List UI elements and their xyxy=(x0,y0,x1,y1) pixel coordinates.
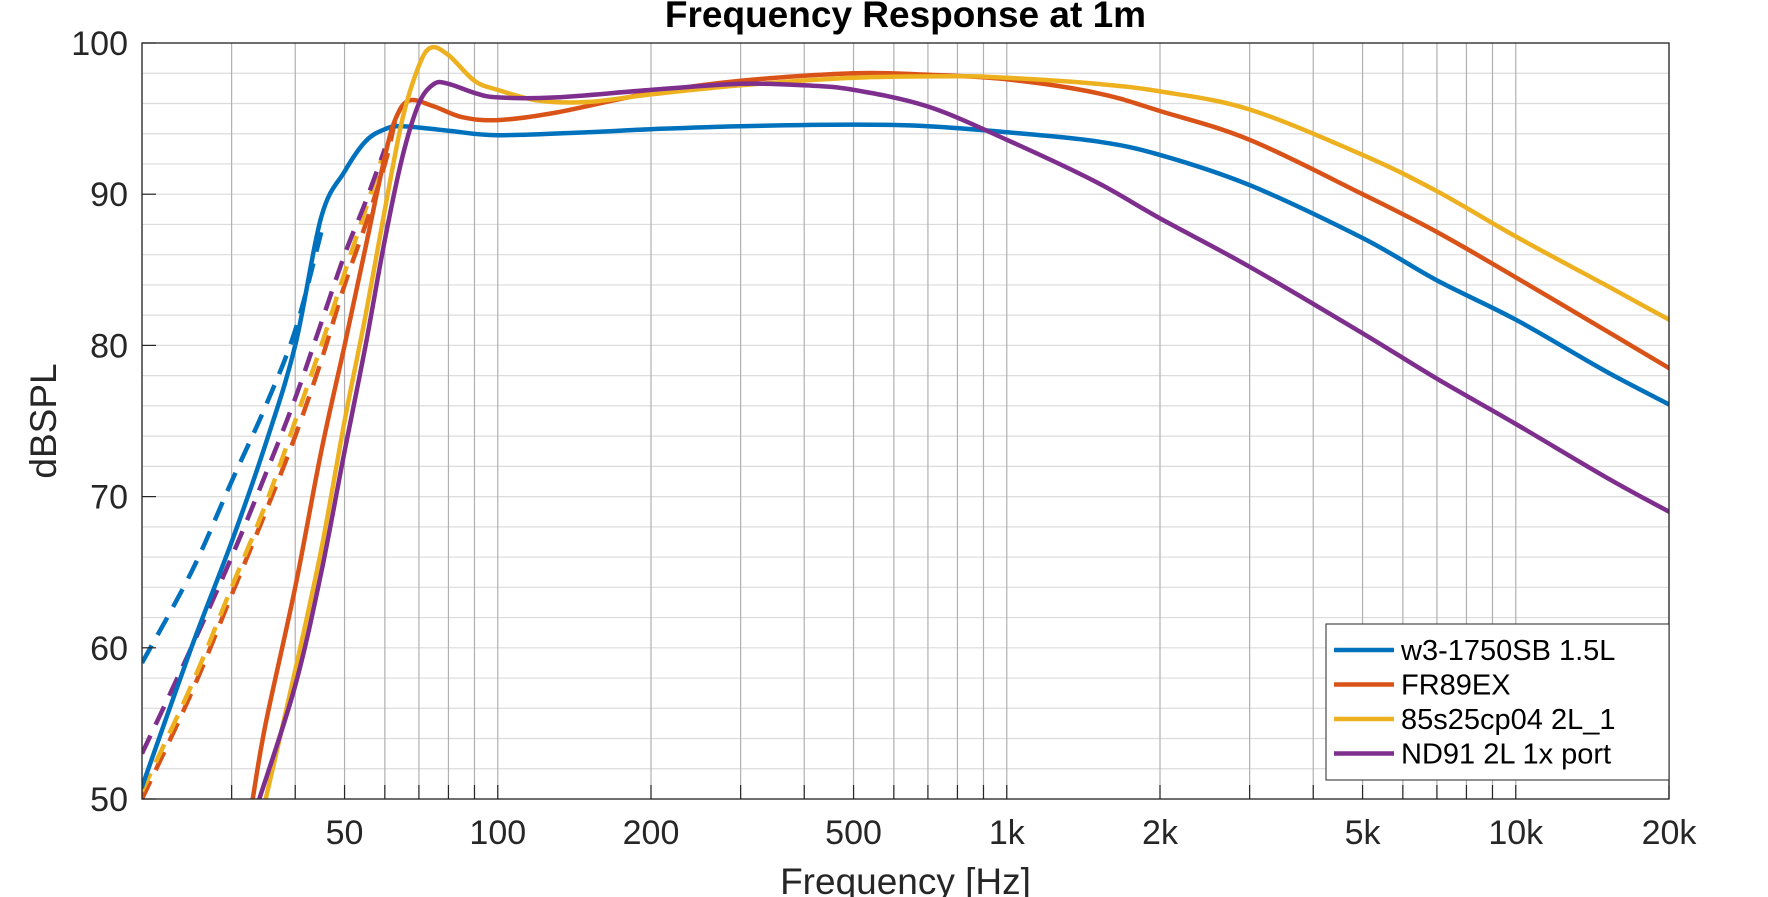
legend-label: FR89EX xyxy=(1401,670,1511,702)
y-tick-label: 70 xyxy=(90,479,128,517)
x-tick-label: 5k xyxy=(1345,814,1382,852)
x-axis-label: Frequency [Hz] xyxy=(780,861,1031,897)
x-tick-label: 2k xyxy=(1142,814,1179,852)
series-line-w3-1750sb-1-5l xyxy=(142,122,1669,790)
x-tick-label: 100 xyxy=(469,814,526,852)
series-line-nd91-2l-1x-port xyxy=(257,79,1669,799)
series-layer xyxy=(142,44,1669,799)
y-tick-label: 100 xyxy=(71,25,128,63)
y-tick-labels: 50 60 70 80 90 100 xyxy=(71,25,128,819)
series-line-fr89ex-dashed xyxy=(142,118,398,799)
series-line-85s25cp04-2l-1-dashed xyxy=(142,148,388,793)
legend-label: 85s25cp04 2L_1 xyxy=(1401,704,1615,736)
y-tick-label: 50 xyxy=(90,781,128,819)
axes-box xyxy=(141,42,1670,800)
y-tick-label: 60 xyxy=(90,630,128,668)
y-axis-label: dBSPL xyxy=(23,363,64,478)
y-tick-label: 90 xyxy=(90,176,128,214)
x-tick-label: 200 xyxy=(623,814,680,852)
axis-ticks xyxy=(142,42,1670,800)
x-tick-label: 20k xyxy=(1642,814,1698,852)
y-tick-label: 80 xyxy=(90,327,128,365)
chart-title: Frequency Response at 1m xyxy=(665,0,1146,35)
legend-label: ND91 2L 1x port xyxy=(1401,739,1611,771)
series-line-85s25cp04-2l-1 xyxy=(263,44,1669,799)
x-tick-label: 10k xyxy=(1488,814,1544,852)
legend-label: w3-1750SB 1.5L xyxy=(1400,635,1615,667)
x-tick-label: 50 xyxy=(326,814,364,852)
x-tick-label: 500 xyxy=(825,814,882,852)
x-tick-labels: 50 100 200 500 1k 2k 5k 10k 20k xyxy=(326,814,1698,852)
x-tick-label: 1k xyxy=(989,814,1026,852)
